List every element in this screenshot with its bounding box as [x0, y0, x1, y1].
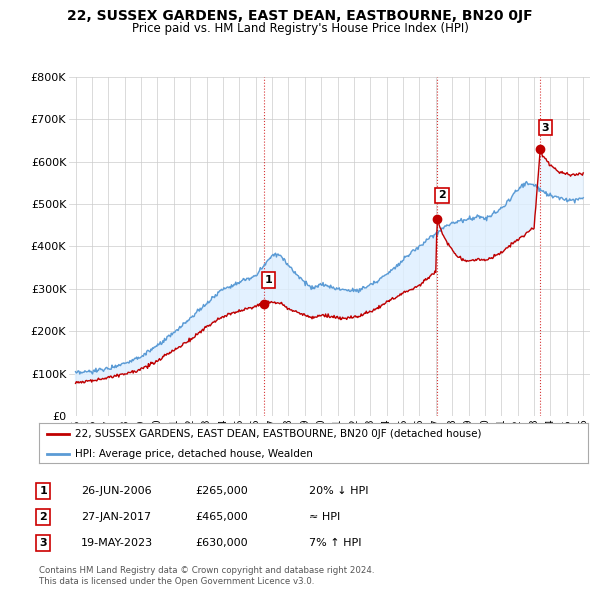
Text: £265,000: £265,000	[195, 486, 248, 496]
Text: 22, SUSSEX GARDENS, EAST DEAN, EASTBOURNE, BN20 0JF: 22, SUSSEX GARDENS, EAST DEAN, EASTBOURN…	[67, 9, 533, 23]
Text: 26-JUN-2006: 26-JUN-2006	[81, 486, 152, 496]
Text: £465,000: £465,000	[195, 512, 248, 522]
Text: This data is licensed under the Open Government Licence v3.0.: This data is licensed under the Open Gov…	[39, 576, 314, 586]
Text: £630,000: £630,000	[195, 538, 248, 548]
Text: 2: 2	[438, 191, 446, 201]
Text: 3: 3	[40, 538, 47, 548]
Text: 20% ↓ HPI: 20% ↓ HPI	[309, 486, 368, 496]
Text: 2: 2	[40, 512, 47, 522]
Text: 3: 3	[541, 123, 549, 133]
Text: Price paid vs. HM Land Registry's House Price Index (HPI): Price paid vs. HM Land Registry's House …	[131, 22, 469, 35]
Text: Contains HM Land Registry data © Crown copyright and database right 2024.: Contains HM Land Registry data © Crown c…	[39, 566, 374, 575]
Text: 1: 1	[265, 276, 272, 285]
Text: HPI: Average price, detached house, Wealden: HPI: Average price, detached house, Weal…	[74, 450, 313, 460]
Text: 1: 1	[40, 486, 47, 496]
Text: 22, SUSSEX GARDENS, EAST DEAN, EASTBOURNE, BN20 0JF (detached house): 22, SUSSEX GARDENS, EAST DEAN, EASTBOURN…	[74, 429, 481, 439]
Text: 7% ↑ HPI: 7% ↑ HPI	[309, 538, 361, 548]
Text: 27-JAN-2017: 27-JAN-2017	[81, 512, 151, 522]
Text: ≈ HPI: ≈ HPI	[309, 512, 340, 522]
Text: 19-MAY-2023: 19-MAY-2023	[81, 538, 153, 548]
